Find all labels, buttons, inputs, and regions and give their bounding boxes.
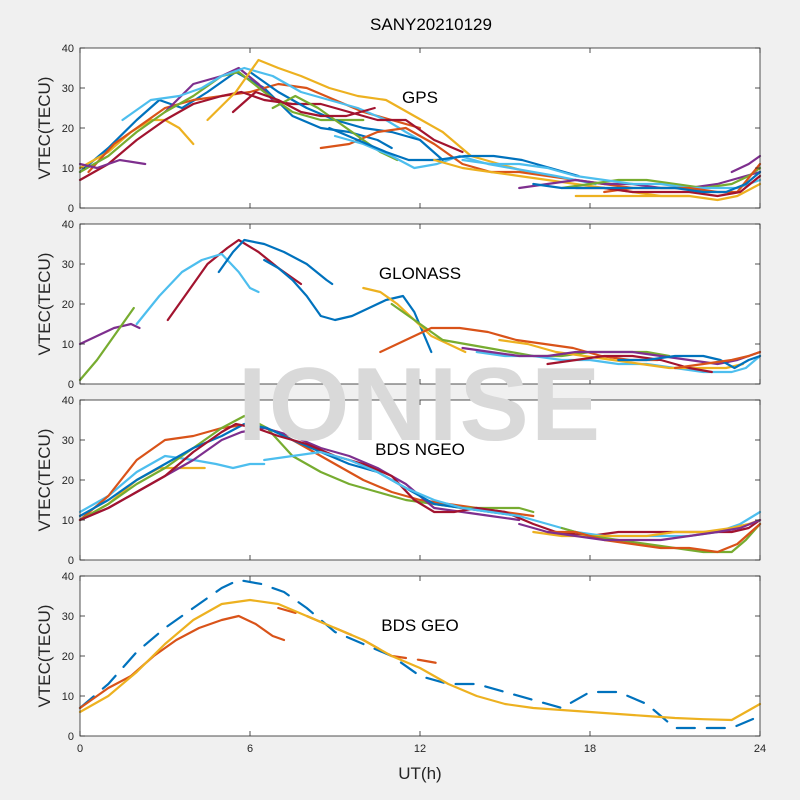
x-tick-label: 24 — [754, 743, 766, 755]
y-tick-label: 40 — [62, 571, 74, 583]
y-axis-label: VTEC(TECU) — [35, 77, 54, 180]
y-tick-label: 30 — [62, 259, 74, 271]
series-line — [546, 522, 762, 554]
series-line — [78, 306, 135, 382]
series-line — [217, 238, 334, 286]
series-line — [574, 182, 762, 202]
plot-area — [80, 576, 760, 736]
panel-4: 0 10 20 30 40 0 6 12 18 24 VTEC(TECU) BDS GEO — [35, 571, 766, 755]
series-line — [560, 166, 762, 190]
x-tick-label: 0 — [77, 743, 83, 755]
panel-annotation: GLONASS — [379, 264, 461, 283]
y-tick-label: 10 — [62, 691, 74, 703]
series-line — [166, 238, 303, 322]
panel-annotation: BDS NGEO — [375, 440, 465, 459]
series-line — [78, 422, 762, 538]
y-tick-label: 0 — [68, 379, 74, 391]
y-tick-label: 10 — [62, 339, 74, 351]
y-tick-label: 0 — [68, 555, 74, 567]
series-line — [617, 354, 762, 370]
y-tick-label: 20 — [62, 123, 74, 135]
plot-area — [80, 400, 760, 560]
y-tick-label: 40 — [62, 43, 74, 55]
y-tick-label: 10 — [62, 163, 74, 175]
y-axis-label: VTEC(TECU) — [35, 253, 54, 356]
series-line — [78, 90, 464, 182]
panel-annotation: GPS — [402, 88, 438, 107]
series-line — [78, 158, 147, 170]
y-tick-label: 20 — [62, 299, 74, 311]
panel-annotation: BDS GEO — [381, 616, 458, 635]
panel-2: 0 10 20 30 40 VTEC(TECU) GLONASS — [35, 219, 762, 391]
series-line — [379, 326, 660, 362]
series-line — [78, 578, 762, 730]
series-line — [461, 158, 762, 190]
y-tick-label: 20 — [62, 475, 74, 487]
y-tick-label: 0 — [68, 731, 74, 743]
y-tick-label: 20 — [62, 651, 74, 663]
series-line — [231, 90, 376, 118]
y-axis-label: VTEC(TECU) — [35, 429, 54, 532]
y-tick-label: 40 — [62, 395, 74, 407]
series-line — [461, 346, 762, 366]
y-tick-label: 10 — [62, 515, 74, 527]
series-line — [328, 126, 580, 178]
series-line — [673, 350, 762, 370]
series-line — [730, 154, 762, 174]
y-tick-label: 30 — [62, 435, 74, 447]
series-line — [248, 70, 444, 162]
figure-title: SANY20210129 — [370, 15, 492, 34]
series-line — [518, 170, 762, 190]
panels: 0 10 20 30 40 VTEC(TECU) GPS 0 10 20 30 40 VTEC(TECU… — [35, 43, 766, 755]
series-line — [135, 252, 260, 326]
y-tick-label: 40 — [62, 219, 74, 231]
x-tick-label: 6 — [247, 743, 253, 755]
series-line — [78, 322, 141, 346]
y-axis-label: VTEC(TECU) — [35, 605, 54, 708]
x-axis-label: UT(h) — [398, 764, 441, 783]
series-line — [546, 354, 713, 374]
series-line — [78, 118, 195, 170]
series-line — [78, 614, 286, 710]
x-tick-label: 18 — [584, 743, 596, 755]
y-tick-label: 30 — [62, 83, 74, 95]
series-line — [532, 170, 762, 194]
series-line — [78, 422, 535, 522]
series-line — [263, 258, 433, 354]
series-line — [333, 134, 597, 186]
series-line — [78, 598, 762, 722]
panel-1: 0 10 20 30 40 VTEC(TECU) GPS — [35, 43, 762, 215]
y-tick-label: 30 — [62, 611, 74, 623]
series-line — [518, 518, 762, 542]
panel-3: 0 10 20 30 40 VTEC(TECU) BDS NGEO — [35, 395, 762, 567]
y-tick-label: 0 — [68, 203, 74, 215]
series-line — [498, 338, 745, 370]
watermark: IONISE — [238, 347, 603, 463]
x-tick-label: 12 — [414, 743, 426, 755]
